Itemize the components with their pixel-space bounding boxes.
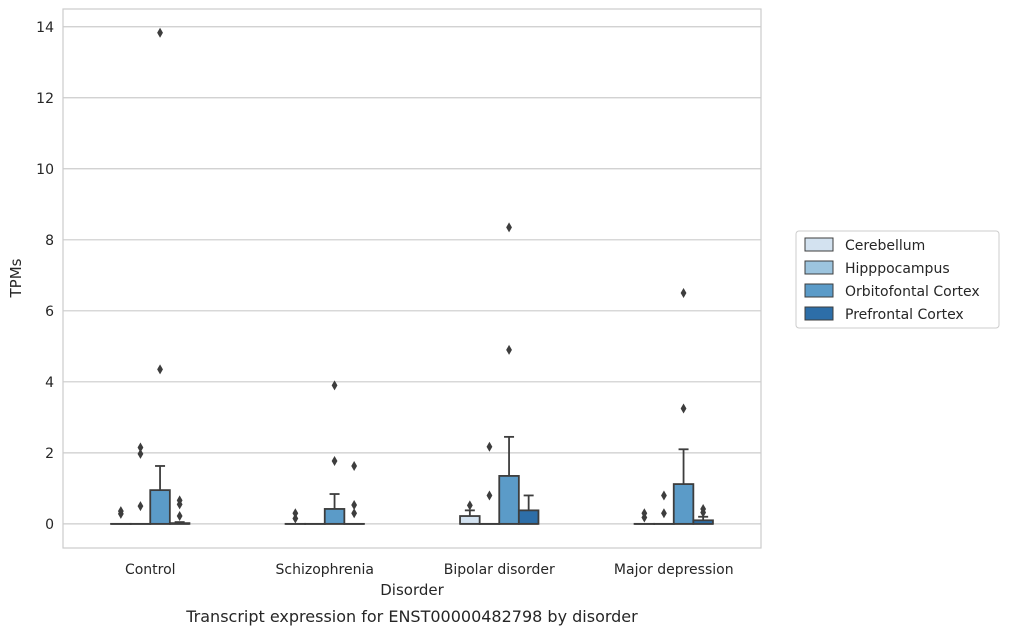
legend-label: Prefrontal Cortex [845,307,964,323]
chart-title: Transcript expression for ENST0000048279… [185,607,638,626]
box [459,515,481,525]
outlier-point [117,506,124,517]
legend-frame [795,230,1000,329]
outlier-point [157,364,163,375]
x-tick-label: Schizophrenia [276,562,374,578]
box-series [110,27,714,525]
outlier-point [331,456,338,467]
outlier-point [641,508,648,519]
box [498,475,520,525]
box-group [498,222,520,525]
y-tick-label: 6 [45,304,54,320]
series-group [149,27,695,525]
legend-swatch [804,237,834,252]
outlier-point [137,501,144,512]
x-tick-label: Bipolar disorder [444,562,555,578]
box-group [284,508,307,525]
outlier-point [680,288,687,299]
y-tick-label: 10 [36,162,54,178]
box [323,508,346,525]
box [672,483,695,525]
outlier-point [486,441,493,452]
y-tick-label: 2 [45,446,54,462]
y-tick-label: 4 [45,375,54,391]
series-group [168,460,714,525]
y-tick-labels: 0 2 4 6 8 10 12 14 [36,20,54,533]
series-group [110,500,656,525]
box [149,489,171,525]
outlier-point [506,344,512,355]
legend-label: Hipppocampus [845,261,950,277]
y-tick-label: 0 [45,517,54,533]
outlier-point [466,500,473,511]
outlier-point [176,495,183,506]
outlier-point [351,508,358,519]
outlier-point [351,460,358,471]
outlier-point [486,490,493,501]
outlier-point [680,403,687,414]
legend-swatch [804,283,834,298]
box [517,509,540,525]
outlier-point [661,490,667,501]
legend-swatch [804,306,834,321]
outlier-point [351,500,358,511]
box-group [168,495,191,525]
outlier-point [292,513,299,524]
outlier-point [700,503,707,514]
legend-swatch [804,260,834,275]
y-tick-label: 12 [36,91,54,107]
x-tick-labels: Control Schizophrenia Bipolar disorder Majo… [125,562,734,578]
y-axis-label: TPMs [7,258,25,298]
legend: Cerebellum Hipppocampus Orbitofontal Corte… [795,230,1000,329]
outlier-point [506,222,512,233]
box-group [517,494,540,525]
x-tick-label: Major depression [614,562,734,578]
x-tick-label: Control [125,562,176,578]
outlier-point [661,508,667,519]
box-group [459,500,481,525]
box-group [149,27,171,525]
outlier-point [292,508,299,519]
y-tick-label: 8 [45,233,54,249]
x-axis-label: Disorder [380,581,444,599]
box-group [692,503,714,525]
outlier-point [176,511,183,522]
legend-label: Orbitofontal Cortex [845,284,980,300]
outlier-point [157,27,163,38]
box-group [633,508,656,525]
outlier-point [137,448,144,459]
y-tick-label: 14 [36,20,54,36]
box-group [478,441,501,525]
box-group [343,460,365,525]
series-group [129,441,675,525]
outlier-point [137,442,144,453]
outlier-point [331,380,338,391]
plot-frame [62,8,762,549]
legend-label: Cerebellum [845,238,925,254]
box-group [672,288,695,525]
box-group [323,380,346,525]
